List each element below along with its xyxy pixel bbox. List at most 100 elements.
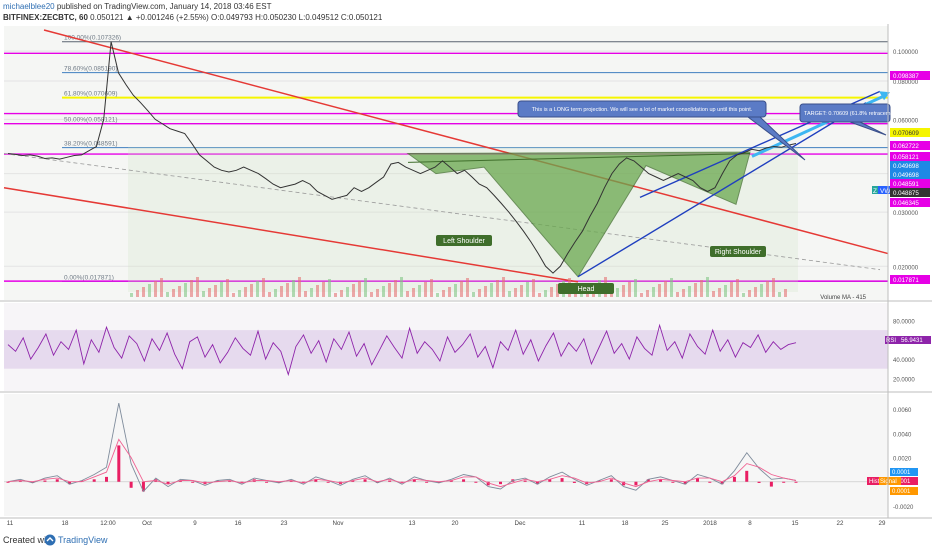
volume-bar [664, 281, 667, 297]
price-label-bg [890, 275, 930, 284]
macd-hist-bar [449, 480, 453, 482]
macd-hist-bar [486, 481, 490, 486]
macd-hist-bar [757, 481, 761, 483]
macd-hist-bar [782, 481, 786, 483]
volume-bar [706, 277, 709, 297]
pattern-label-group: Left Shoulder [436, 235, 492, 246]
volume-bar [184, 283, 187, 297]
x-axis-tick: 8 [748, 520, 752, 527]
volume-bar [226, 279, 229, 297]
x-axis-tick: 23 [281, 520, 288, 527]
volume-bar [370, 292, 373, 297]
macd-hist-bar [609, 479, 613, 482]
macd-series-line [7, 403, 797, 493]
volume-bar [178, 286, 181, 297]
macd-hist-bar [117, 445, 121, 482]
macd-hist-bar [548, 479, 552, 482]
chart-area[interactable]: 0.1000000.0800000.0600000.0400000.030000… [0, 24, 932, 530]
volume-bar [412, 288, 415, 297]
rsi-value-label: 56.9431 [901, 338, 923, 344]
macd-hist-bar [696, 478, 699, 482]
volume-bar [172, 289, 175, 297]
volume-bar [670, 278, 673, 297]
volume-bar [652, 287, 655, 297]
macd-panel-bg [4, 394, 888, 516]
macd-hist-bar [80, 480, 84, 482]
annotation-callout-2-pointer [849, 121, 887, 136]
volume-bar [292, 280, 295, 297]
vwap-tag: VWAP [880, 188, 899, 195]
price-axis-tick: 0.030000 [893, 211, 919, 217]
pattern-label: Head [578, 286, 595, 293]
macd-hist-bar [745, 470, 749, 482]
macd-axis-tick: -0.0020 [893, 505, 914, 511]
macd-hist-bar [31, 481, 35, 483]
volume-bar [280, 286, 283, 297]
macd-hist-bar [794, 481, 798, 483]
volume-bar [484, 286, 487, 297]
macd-hist-bar [178, 480, 182, 482]
price-label-bg [890, 161, 930, 170]
price-label: 0.048591 [893, 181, 919, 188]
fib-level-label: 38.20%(0.048591) [64, 141, 118, 148]
red-trendline-upper [43, 29, 889, 255]
volume-bar [322, 282, 325, 297]
indicator-tag-bg [872, 186, 878, 194]
volume-bar [310, 288, 313, 297]
author-link[interactable]: michaelblee20 [3, 2, 55, 11]
volume-bar [154, 281, 157, 297]
brand-text[interactable]: TradingView [58, 535, 108, 545]
header-line-1: michaelblee20 published on TradingView.c… [3, 2, 272, 11]
rsi-band [4, 330, 888, 369]
volume-bar [136, 290, 139, 297]
volume-bar [460, 281, 463, 297]
volume-bar [352, 284, 355, 297]
rsi-axis-tick: 20.0000 [893, 377, 915, 383]
volume-bar [646, 290, 649, 297]
macd-hist-bar [228, 480, 232, 482]
price-label: 0.049698 [893, 172, 919, 179]
volume-bar [148, 284, 151, 297]
macd-hist-bar [55, 479, 59, 482]
x-axis-tick: 18 [622, 520, 629, 527]
macd-hist-bar [560, 478, 564, 482]
macd-hist-bar [708, 481, 712, 483]
macd-hist-bar [474, 481, 478, 483]
volume-bar [394, 280, 397, 297]
macd-hist-bar [523, 480, 527, 482]
ohlc-label: 0.050121 ▲ +0.001246 (+2.55%) O:0.049793… [90, 13, 383, 22]
volume-bar [622, 285, 625, 297]
volume-bar [520, 285, 523, 297]
volume-bar [676, 292, 679, 297]
volume-bar [694, 283, 697, 297]
annotation-callout-1-pointer [746, 116, 806, 161]
volume-bar [724, 285, 727, 297]
annotation-text-1: This is a LONG term projection. We will … [532, 107, 753, 113]
price-label-bg [890, 188, 930, 197]
price-axis-tick: 0.020000 [893, 265, 919, 271]
volume-bar [334, 293, 337, 297]
volume-bar [232, 293, 235, 297]
volume-bar [682, 289, 685, 297]
volume-bar [778, 292, 781, 297]
fib-level-label: 0.00%(0.017871) [64, 274, 114, 281]
price-axis-tick: 0.060000 [893, 118, 919, 124]
volume-bar [700, 280, 703, 297]
volume-bar [466, 278, 469, 297]
macd-value-bg [890, 477, 918, 485]
volume-bar [130, 293, 133, 297]
macd-hist-bar [388, 480, 392, 482]
x-axis-tick: 29 [879, 520, 886, 527]
macd-hist-bar [412, 479, 416, 482]
projection-arrow-head [879, 91, 890, 101]
macd-hist-bar [191, 481, 195, 483]
macd-hist-bar [215, 480, 219, 482]
volume-bar [556, 284, 559, 297]
macd-hist-bar [769, 481, 773, 487]
volume-bar [358, 281, 361, 297]
annotation-text-2: TARGET: 0.70609 (61.8% retracement [804, 111, 899, 117]
macd-axis-tick: 0.0040 [893, 432, 912, 438]
volume-label: Volume MA - 415 [820, 295, 866, 301]
volume-bar [166, 292, 169, 297]
volume-bar [328, 279, 331, 297]
